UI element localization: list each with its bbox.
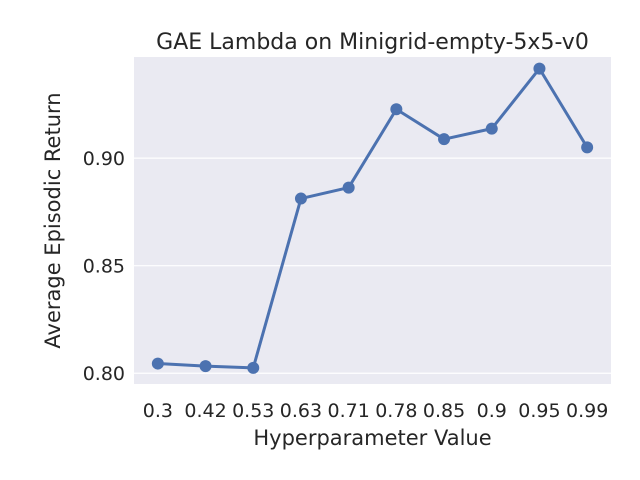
data-point <box>247 361 260 374</box>
x-tick-label: 0.9 <box>477 400 507 422</box>
data-point <box>581 141 594 154</box>
data-point <box>533 62 546 75</box>
data-point <box>151 357 164 370</box>
plot-area <box>134 57 611 384</box>
x-tick-label: 0.85 <box>423 400 465 422</box>
x-axis-ticks: 0.3 0.42 0.53 0.63 0.71 0.78 0.85 0.9 0.95 0.99 <box>143 400 609 422</box>
data-point <box>342 181 355 194</box>
x-tick-label: 0.99 <box>566 400 608 422</box>
data-point <box>485 122 498 135</box>
chart-title: GAE Lambda on Minigrid-empty-5x5-v0 <box>156 30 589 55</box>
x-axis-label: Hyperparameter Value <box>253 426 491 450</box>
data-point <box>438 133 451 146</box>
data-points <box>151 62 594 374</box>
y-tick-label: 0.80 <box>83 363 125 385</box>
y-tick-label: 0.85 <box>83 256 125 278</box>
grid-lines <box>134 157 611 374</box>
x-tick-label: 0.42 <box>184 400 226 422</box>
x-tick-label: 0.3 <box>143 400 173 422</box>
x-tick-label: 0.53 <box>232 400 274 422</box>
data-point <box>199 360 212 373</box>
x-tick-label: 0.63 <box>280 400 322 422</box>
x-tick-label: 0.71 <box>327 400 369 422</box>
y-axis-label: Average Episodic Return <box>41 92 65 348</box>
series-line <box>157 67 589 370</box>
x-tick-label: 0.95 <box>518 400 560 422</box>
data-point <box>294 192 307 205</box>
data-point <box>390 103 403 116</box>
x-tick-label: 0.78 <box>375 400 417 422</box>
y-axis-ticks: 0.80 0.85 0.90 <box>83 148 125 385</box>
y-tick-label: 0.90 <box>83 148 125 170</box>
